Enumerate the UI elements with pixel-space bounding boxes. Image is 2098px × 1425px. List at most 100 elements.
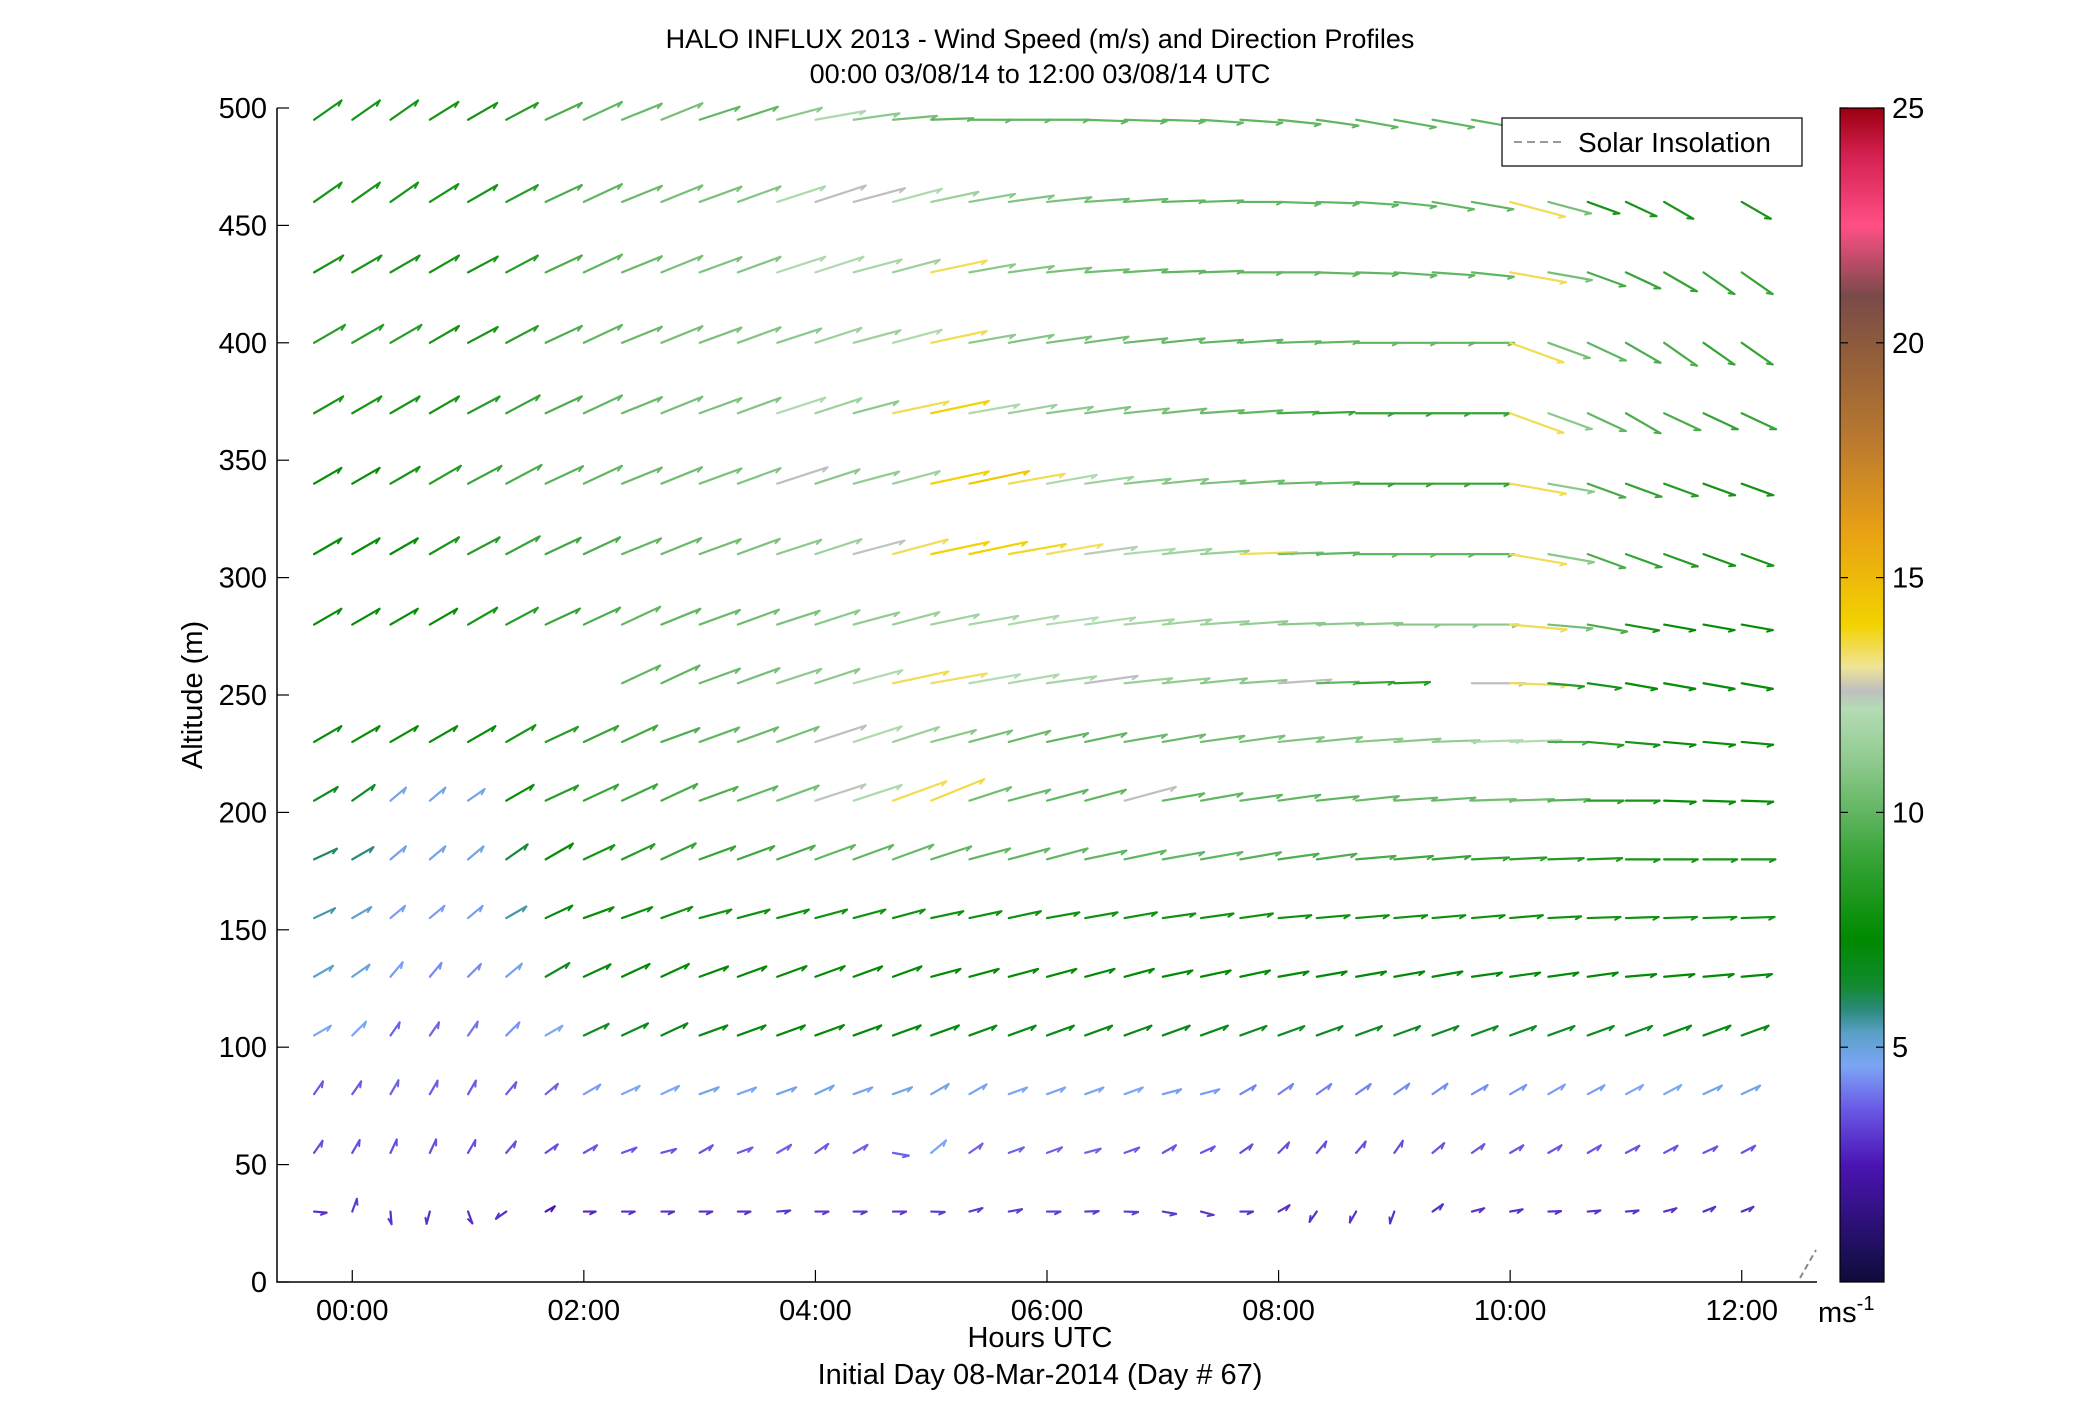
wind-vector-head: [387, 1217, 393, 1226]
wind-vector-head: [492, 606, 499, 614]
wind-vector-head: [1670, 1207, 1678, 1214]
wind-vector-shaft: [505, 254, 539, 274]
wind-vector-shaft: [891, 725, 941, 744]
wind-vector-head: [523, 843, 529, 851]
wind-vector-shaft: [1624, 915, 1660, 920]
wind-vector-shaft: [660, 466, 704, 485]
wind-vector-shaft: [776, 784, 820, 802]
wind-vector-head: [674, 1084, 680, 1092]
wind-vector-head: [1556, 431, 1565, 435]
wind-vector-shaft: [620, 396, 663, 415]
wind-vector-head: [1392, 795, 1400, 801]
wind-vector-shaft: [389, 537, 419, 556]
wind-vector: [620, 724, 659, 744]
wind-vector-head: [656, 255, 663, 262]
wind-vector-head: [1611, 971, 1619, 977]
wind-vector-shaft: [1239, 620, 1289, 626]
wind-vector-shaft: [1123, 677, 1174, 685]
wind-vector-head: [1047, 194, 1055, 200]
wind-vector-shaft: [466, 787, 486, 802]
wind-vector-head: [1131, 674, 1139, 681]
wind-vector-head: [617, 324, 623, 331]
wind-vector-head: [1599, 1084, 1606, 1092]
wind-vector-shaft: [1624, 482, 1663, 498]
wind-vector-shaft: [1470, 914, 1506, 920]
wind-vector-head: [1148, 967, 1155, 974]
wind-vector: [660, 1022, 689, 1037]
wind-vector-shaft: [968, 540, 1029, 556]
wind-vector-shaft: [736, 185, 782, 204]
wind-vector-head: [1478, 1207, 1486, 1214]
wind-vector-head: [774, 667, 781, 674]
wind-vector-shaft: [698, 845, 737, 861]
wind-vector: [1663, 858, 1699, 863]
wind-vector: [1431, 482, 1472, 488]
wind-vector-shaft: [1663, 271, 1698, 293]
wind-vector-head: [860, 1210, 868, 1216]
wind-vector-shaft: [582, 1083, 602, 1096]
wind-vector: [1509, 914, 1544, 920]
wind-vector-head: [1275, 793, 1283, 800]
wind-vector: [891, 965, 923, 978]
wind-vector-head: [634, 1084, 641, 1092]
wind-vector: [660, 1210, 676, 1216]
wind-vector: [312, 1080, 325, 1096]
wind-vector: [620, 1210, 636, 1216]
wind-vector-head: [790, 1086, 798, 1093]
wind-vector-shaft: [582, 536, 622, 556]
wind-vector-head: [1302, 970, 1310, 977]
wind-vector: [1315, 736, 1364, 744]
wind-vector-shaft: [312, 1024, 332, 1037]
wind-vector: [620, 843, 656, 861]
wind-vector: [698, 538, 742, 556]
wind-vector-shaft: [1315, 340, 1360, 344]
wind-vector: [312, 254, 345, 274]
wind-vector-head: [934, 258, 941, 265]
wind-vector: [698, 467, 743, 485]
wind-vector-shaft: [968, 967, 1000, 978]
wind-vector: [660, 325, 704, 344]
wind-vector: [620, 396, 663, 415]
wind-vector-shaft: [1045, 616, 1099, 626]
wind-vector-shaft: [1470, 856, 1510, 861]
wind-vector-shaft: [930, 117, 975, 121]
wind-vector-shaft: [1007, 403, 1058, 415]
wind-vector-head: [613, 783, 620, 791]
wind-vector-head: [942, 538, 949, 545]
wind-vector-shaft: [582, 464, 624, 485]
x-axis-ticks: 00:00 02:00 04:00 06:00 08:00 10:00 12:00: [316, 1270, 1778, 1327]
wind-vector-head: [1016, 1208, 1024, 1214]
wind-vector: [660, 184, 704, 204]
wind-vector: [466, 1020, 479, 1037]
wind-vector-shaft: [1702, 271, 1736, 296]
wind-vector-shaft: [1547, 857, 1585, 861]
wind-vector-head: [1171, 1144, 1177, 1152]
wind-vector: [351, 181, 381, 204]
wind-vector: [852, 1086, 874, 1096]
wind-vector-shaft: [544, 1082, 559, 1096]
wind-vector: [1393, 680, 1432, 686]
wind-vector: [582, 1144, 599, 1154]
wind-vector: [1393, 970, 1426, 978]
wind-vector-head: [1082, 788, 1089, 795]
wind-vector-shaft: [1431, 970, 1464, 978]
wind-vector: [891, 611, 941, 626]
wind-vector-shaft: [1084, 674, 1139, 685]
wind-vector-head: [413, 537, 419, 545]
wind-vector: [1007, 472, 1066, 485]
wind-vector-shaft: [1355, 1025, 1383, 1037]
wind-vector-head: [1425, 482, 1434, 488]
wind-vector-shaft: [776, 1086, 798, 1096]
wind-vector-shaft: [1123, 1146, 1141, 1154]
wind-vector-head: [1765, 362, 1774, 366]
wind-vector: [505, 254, 539, 274]
wind-vector-head: [819, 255, 827, 262]
wind-vector-shaft: [351, 1139, 361, 1154]
wind-vector-head: [1463, 412, 1472, 417]
wind-vector: [1355, 1140, 1367, 1154]
wind-vector: [620, 255, 663, 274]
wind-vector-head: [568, 842, 574, 850]
wind-vector-shaft: [1007, 729, 1052, 744]
wind-vector-shaft: [776, 255, 827, 274]
wind-vector-shaft: [698, 965, 730, 978]
